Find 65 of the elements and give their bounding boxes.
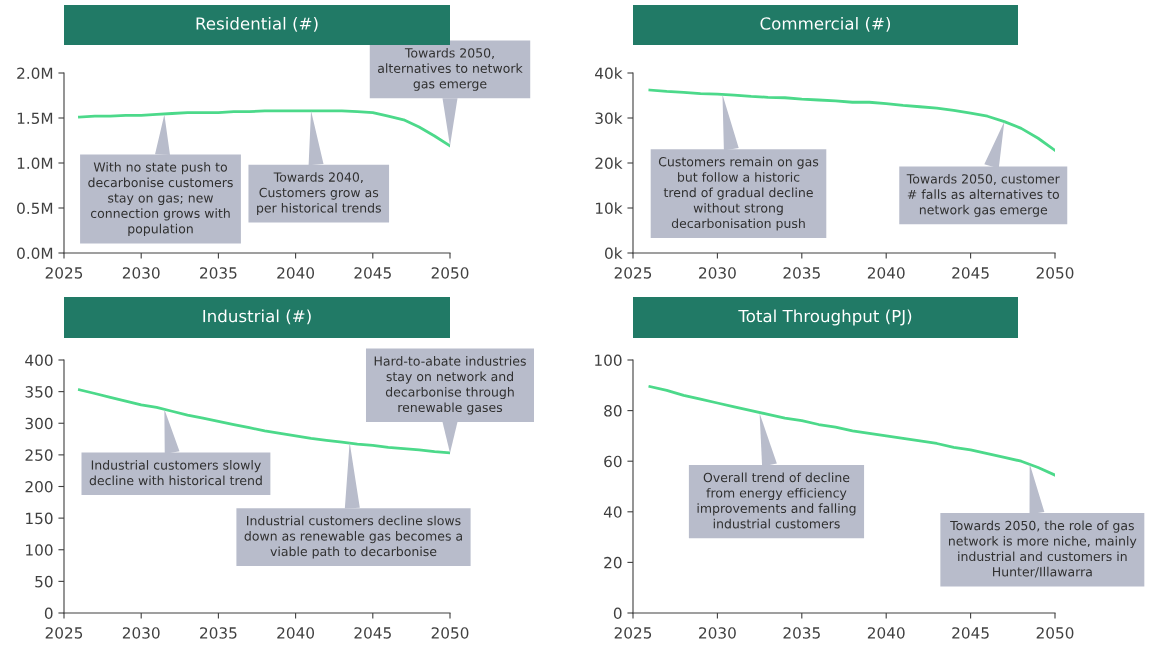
annotation: Overall trend of decline from energy efficiency improvements and falling industrial customers <box>697 472 856 529</box>
x-tick-label: 2050 <box>1036 627 1074 639</box>
y-tick-label: 20 <box>604 556 622 569</box>
y-tick-label: 40 <box>603 506 622 518</box>
y-tick-label: 40k <box>595 67 623 80</box>
y-tick-label: 1.5M <box>17 112 53 125</box>
x-tick-label: 2030 <box>122 627 160 639</box>
x-tick-label: 2040 <box>867 267 905 279</box>
x-tick-label: 2050 <box>431 627 469 639</box>
y-tick-label: 80 <box>604 405 622 417</box>
y-tick-label: 150 <box>26 512 53 525</box>
y-tick-label: 400 <box>25 354 53 367</box>
y-tick-label: 20k <box>595 157 623 170</box>
x-tick-label: 2050 <box>1036 267 1074 279</box>
x-tick-label: 2040 <box>867 627 905 639</box>
annotation: With no state push to decarbonise customers stay on gas; new connection grows with population <box>88 162 233 236</box>
chart-title: Industrial (#) <box>203 309 311 325</box>
line-series <box>648 88 1055 152</box>
y-tick-label: 0.5M <box>17 202 53 215</box>
x-tick-label: 2045 <box>354 627 391 639</box>
chart-title: Total Throughput (PJ) <box>738 309 912 326</box>
y-tick-label: 1.0M <box>17 157 53 170</box>
x-tick-label: 2035 <box>200 627 237 639</box>
y-tick-label: 350 <box>25 386 53 398</box>
x-tick-label: 2030 <box>699 267 736 279</box>
annotation: Industrial customers slowly decline with historical trend <box>89 460 262 486</box>
x-tick-label: 2030 <box>122 267 160 279</box>
y-tick-label: 250 <box>25 449 53 461</box>
annotation: Towards 2050, the role of gas network is more niche, mainly industrial and customers in Hunter/Illawarra <box>948 520 1137 578</box>
line-series <box>78 109 450 148</box>
x-tick-label: 2045 <box>952 627 989 639</box>
y-tick-label: 0.0M <box>17 247 53 260</box>
y-tick-label: 200 <box>25 480 53 493</box>
chart-title: Commercial (#) <box>760 16 891 32</box>
y-tick-label: 300 <box>25 417 53 430</box>
y-tick-label: 0 <box>613 607 622 620</box>
x-tick-label: 2035 <box>200 267 237 279</box>
x-tick-label: 2040 <box>277 267 315 279</box>
x-tick-label: 2025 <box>614 267 652 279</box>
x-tick-label: 2045 <box>354 267 391 279</box>
x-tick-label: 2025 <box>614 627 652 639</box>
annotation: Customers remain on gas but follow a historic trend of gradual decline without strong decarbonisation push <box>658 156 819 231</box>
x-tick-label: 2035 <box>783 267 820 279</box>
y-tick-label: 10k <box>595 202 623 215</box>
y-tick-label: 100 <box>26 544 53 556</box>
y-tick-label: 0 <box>44 607 53 620</box>
x-tick-label: 2045 <box>952 267 989 279</box>
annotation: Towards 2050, customer # falls as alternatives to network gas emerge <box>906 173 1060 217</box>
y-tick-label: 100 <box>595 354 622 367</box>
annotation: Industrial customers decline slows down as renewable gas becomes a viable path to decarbonise <box>244 515 462 559</box>
annotation: Towards 2050, alternatives to network gas emerge <box>378 47 523 91</box>
x-tick-label: 2050 <box>431 267 469 279</box>
y-tick-label: 50 <box>35 575 53 588</box>
y-tick-label: 0k <box>605 247 623 260</box>
y-tick-label: 60 <box>604 455 622 468</box>
x-tick-label: 2025 <box>45 627 83 639</box>
x-tick-label: 2030 <box>699 627 736 639</box>
annotation: Hard-to-abate industries stay on network and decarbonise through renewable gases <box>374 356 526 415</box>
annotation: Towards 2040, Customers grow as per historical trends <box>257 172 381 216</box>
y-tick-label: 30k <box>595 112 623 125</box>
chart-title: Residential (#) <box>196 16 318 32</box>
y-tick-label: 2.0M <box>17 67 53 80</box>
x-tick-label: 2040 <box>277 627 315 639</box>
x-tick-label: 2025 <box>45 267 83 279</box>
x-tick-label: 2035 <box>783 627 820 639</box>
